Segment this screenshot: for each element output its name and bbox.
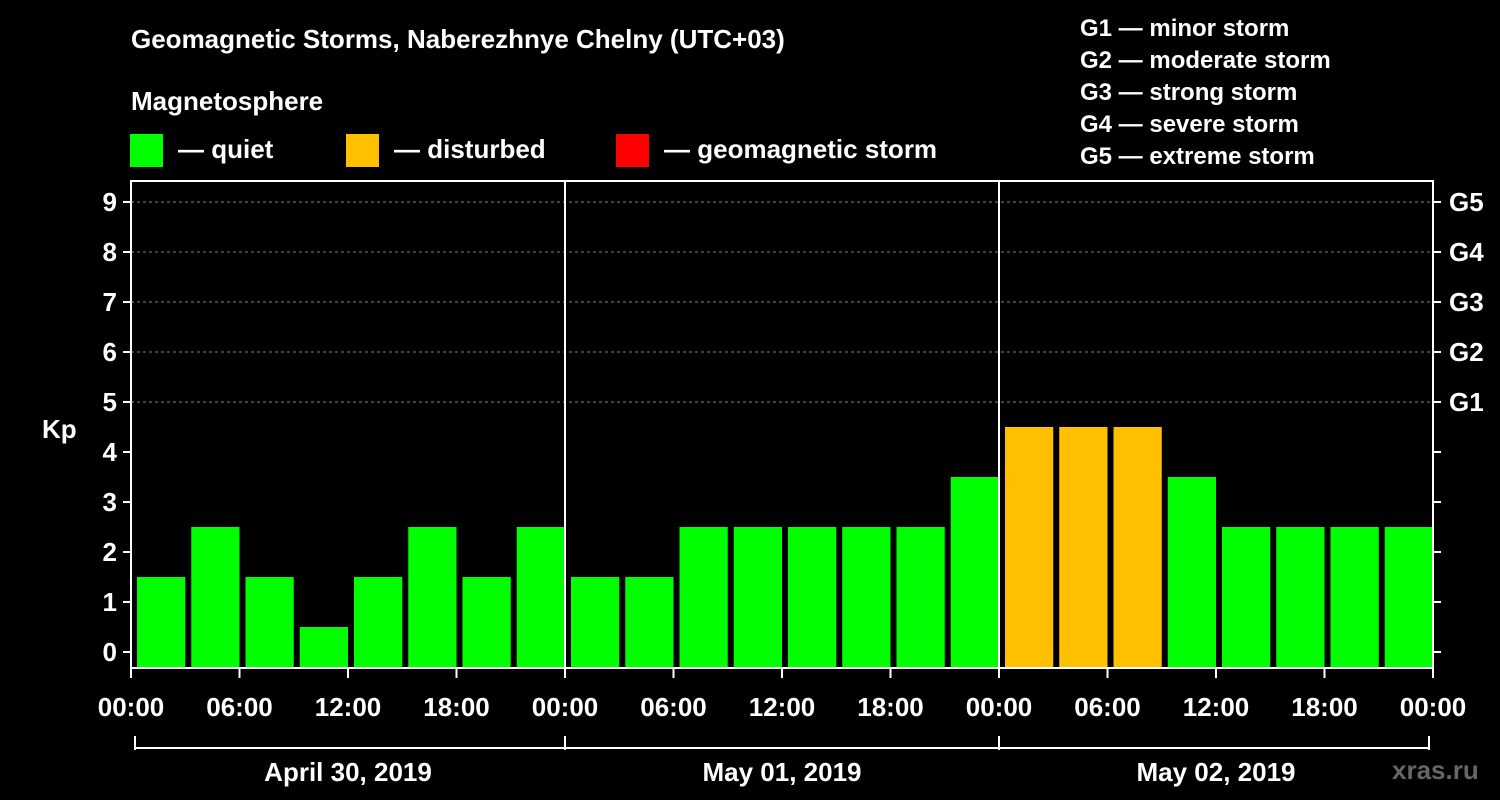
legend-swatch-disturbed bbox=[346, 134, 379, 167]
date-label-0: April 30, 2019 bbox=[264, 757, 432, 787]
right-g-label-g4: G4 bbox=[1449, 237, 1484, 267]
kp-bar-3 bbox=[299, 627, 348, 668]
x-tick-label-1: 06:00 bbox=[206, 692, 273, 722]
legend-label-disturbed: — disturbed bbox=[394, 134, 546, 164]
legend-label-storm: — geomagnetic storm bbox=[664, 134, 938, 164]
y-tick-label-5: 5 bbox=[103, 387, 117, 417]
watermark: xras.ru bbox=[1392, 755, 1479, 785]
y-tick-label-8: 8 bbox=[103, 237, 117, 267]
kp-bar-12 bbox=[788, 527, 837, 668]
kp-bar-6 bbox=[462, 577, 511, 668]
kp-bar-8 bbox=[571, 577, 620, 668]
storm-scale-g4: G4 — severe storm bbox=[1080, 111, 1299, 138]
kp-bar-20 bbox=[1222, 527, 1271, 668]
right-g-label-g5: G5 bbox=[1449, 187, 1484, 217]
chart-title: Geomagnetic Storms, Naberezhnye Chelny (… bbox=[131, 24, 785, 54]
storm-scale-g5: G5 — extreme storm bbox=[1080, 143, 1315, 170]
x-tick-label-2: 12:00 bbox=[315, 692, 382, 722]
legend-swatch-quiet bbox=[130, 134, 163, 167]
y-tick-label-1: 1 bbox=[103, 587, 117, 617]
kp-bar-11 bbox=[733, 527, 782, 668]
kp-bar-14 bbox=[896, 527, 945, 668]
kp-bar-22 bbox=[1330, 527, 1379, 668]
x-tick-label-5: 06:00 bbox=[640, 692, 707, 722]
kp-bar-7 bbox=[516, 527, 565, 668]
y-axis-label: Kp bbox=[42, 414, 77, 444]
kp-bar-9 bbox=[625, 577, 674, 668]
kp-bar-21 bbox=[1276, 527, 1325, 668]
legend-label-quiet: — quiet bbox=[178, 134, 274, 164]
x-tick-label-7: 18:00 bbox=[857, 692, 924, 722]
x-tick-label-11: 18:00 bbox=[1291, 692, 1358, 722]
x-tick-label-3: 18:00 bbox=[423, 692, 490, 722]
kp-bar-0 bbox=[137, 577, 186, 668]
y-tick-label-2: 2 bbox=[103, 537, 117, 567]
y-tick-label-6: 6 bbox=[103, 337, 117, 367]
x-tick-label-4: 00:00 bbox=[532, 692, 599, 722]
kp-bar-4 bbox=[354, 577, 403, 668]
x-tick-label-9: 06:00 bbox=[1074, 692, 1141, 722]
date-label-1: May 01, 2019 bbox=[702, 757, 861, 787]
x-tick-label-6: 12:00 bbox=[749, 692, 816, 722]
right-g-label-g1: G1 bbox=[1449, 387, 1484, 417]
storm-scale-g3: G3 — strong storm bbox=[1080, 79, 1298, 106]
right-g-label-g2: G2 bbox=[1449, 337, 1484, 367]
x-tick-label-10: 12:00 bbox=[1183, 692, 1250, 722]
y-tick-label-9: 9 bbox=[103, 187, 117, 217]
x-tick-label-8: 00:00 bbox=[966, 692, 1033, 722]
kp-bar-19 bbox=[1167, 477, 1216, 668]
kp-bar-16 bbox=[1005, 427, 1054, 668]
kp-bar-23 bbox=[1384, 527, 1433, 668]
storm-scale-g1: G1 — minor storm bbox=[1080, 15, 1290, 42]
kp-bar-2 bbox=[245, 577, 294, 668]
date-label-2: May 02, 2019 bbox=[1136, 757, 1295, 787]
kp-bar-10 bbox=[679, 527, 728, 668]
x-tick-label-12: 00:00 bbox=[1400, 692, 1467, 722]
kp-bar-15 bbox=[950, 477, 999, 668]
y-tick-label-3: 3 bbox=[103, 487, 117, 517]
magnetosphere-heading: Magnetosphere bbox=[131, 86, 324, 116]
x-tick-label-0: 00:00 bbox=[98, 692, 165, 722]
y-tick-label-0: 0 bbox=[103, 637, 117, 667]
right-g-label-g3: G3 bbox=[1449, 287, 1484, 317]
y-tick-label-7: 7 bbox=[103, 287, 117, 317]
kp-bar-13 bbox=[842, 527, 891, 668]
kp-bar-17 bbox=[1059, 427, 1108, 668]
kp-bar-1 bbox=[191, 527, 240, 668]
storm-scale-g2: G2 — moderate storm bbox=[1080, 47, 1331, 74]
y-tick-label-4: 4 bbox=[103, 437, 118, 467]
kp-bar-5 bbox=[408, 527, 457, 668]
legend-swatch-storm bbox=[616, 134, 649, 167]
kp-bar-18 bbox=[1113, 427, 1162, 668]
